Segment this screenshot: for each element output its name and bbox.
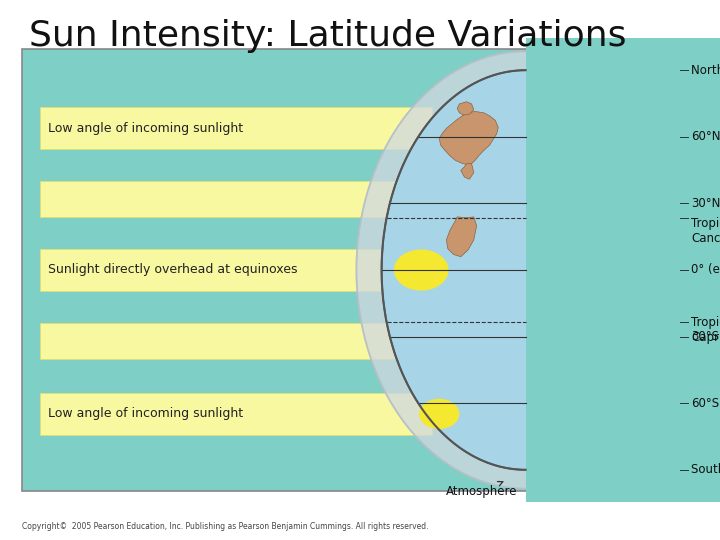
Text: 60°N: 60°N [691,130,720,143]
Bar [40,181,432,217]
Bar [40,249,432,291]
Polygon shape [446,217,477,256]
Text: North Pole: North Pole [691,64,720,77]
Circle shape [419,399,459,429]
Text: Atmosphere: Atmosphere [446,482,518,498]
Bar [526,38,720,502]
Text: 0° (equator): 0° (equator) [691,264,720,276]
Ellipse shape [382,70,670,470]
Text: Low angle of incoming sunlight: Low angle of incoming sunlight [48,122,243,135]
Text: 30°S: 30°S [691,330,719,343]
Bar [40,107,432,150]
Text: 30°N: 30°N [691,197,720,210]
Text: Sun Intensity: Latitude Variations: Sun Intensity: Latitude Variations [29,19,626,53]
Text: Sunlight directly overhead at equinoxes: Sunlight directly overhead at equinoxes [48,264,298,276]
Text: Tropic of
Cancer: Tropic of Cancer [691,217,720,245]
Bar [40,393,432,435]
Polygon shape [439,111,498,165]
Text: South Pole: South Pole [691,463,720,476]
Text: 60°S: 60°S [691,397,719,410]
Text: Tropic of
Capricorn: Tropic of Capricorn [691,316,720,345]
Bar [22,49,691,491]
Text: Low angle of incoming sunlight: Low angle of incoming sunlight [48,407,243,421]
Circle shape [394,249,449,291]
Polygon shape [461,164,474,179]
Bar [691,49,695,491]
Polygon shape [457,102,474,115]
Text: Copyright©  2005 Pearson Education, Inc. Publishing as Pearson Benjamin Cummings: Copyright© 2005 Pearson Education, Inc. … [22,522,428,531]
Bar [40,323,432,359]
Ellipse shape [356,51,695,489]
